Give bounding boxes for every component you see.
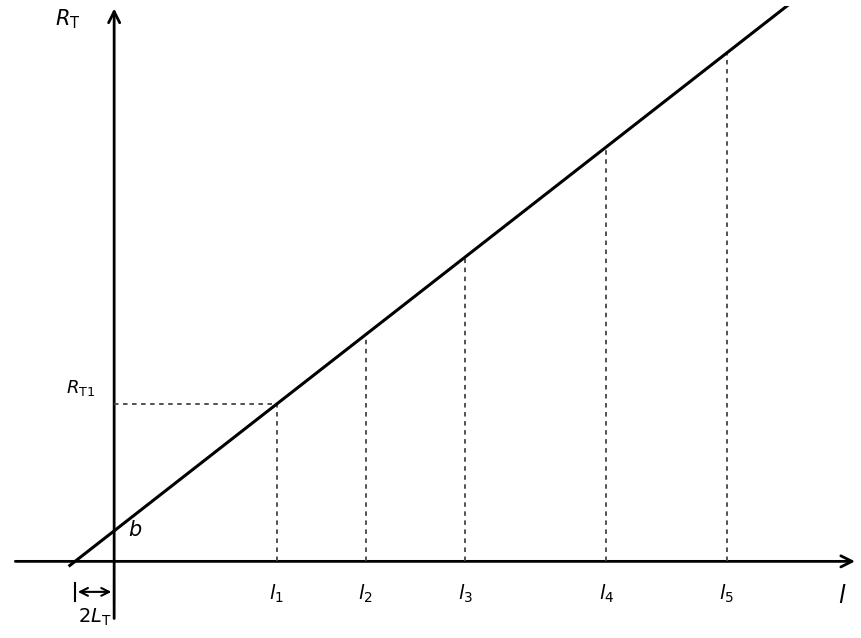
Text: $R_{\mathrm{T}}$: $R_{\mathrm{T}}$ — [55, 7, 81, 31]
Text: $l_4$: $l_4$ — [598, 583, 613, 605]
Text: $l_2$: $l_2$ — [358, 583, 373, 605]
Text: $2L_{\mathrm{T}}$: $2L_{\mathrm{T}}$ — [77, 607, 111, 628]
Text: $b$: $b$ — [127, 520, 142, 540]
Text: $R_{\mathrm{T1}}$: $R_{\mathrm{T1}}$ — [66, 378, 96, 397]
Text: $l_5$: $l_5$ — [719, 583, 734, 605]
Text: $l_1$: $l_1$ — [269, 583, 283, 605]
Text: $l_3$: $l_3$ — [457, 583, 472, 605]
Text: $l$: $l$ — [837, 585, 846, 608]
